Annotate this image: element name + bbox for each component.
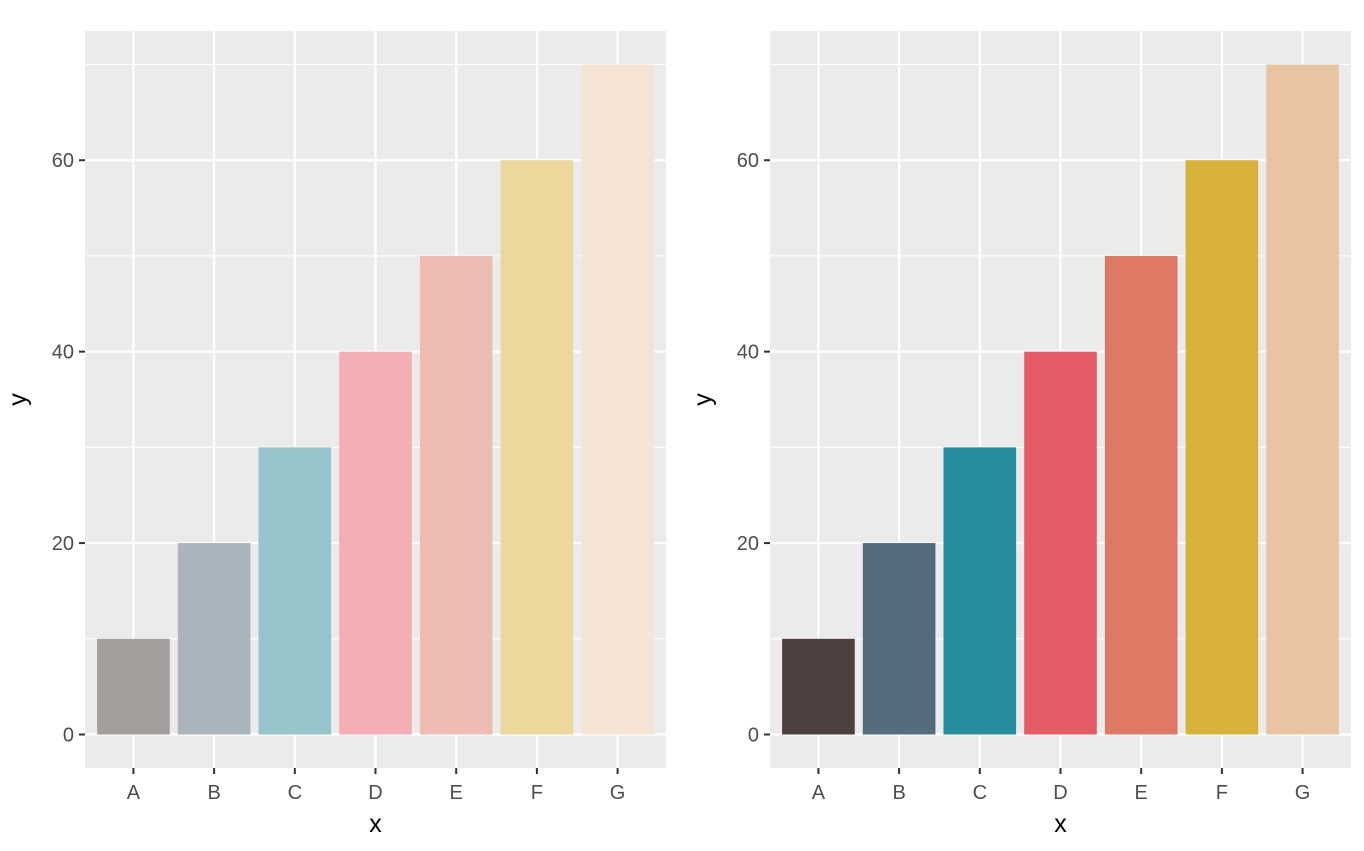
- x-tick-label: D: [1053, 782, 1067, 804]
- bar-c: [258, 447, 332, 735]
- x-tick-label: A: [812, 782, 826, 804]
- y-tick-label: 40: [737, 342, 759, 364]
- x-tick-label: A: [127, 782, 141, 804]
- x-tick-label: E: [450, 782, 463, 804]
- x-tick-label: B: [207, 782, 220, 804]
- bar-b: [177, 543, 251, 735]
- x-tick-label: G: [1295, 782, 1311, 804]
- bar-d: [339, 351, 412, 735]
- x-axis-title: x: [369, 810, 382, 838]
- bar-e: [419, 255, 493, 735]
- bar-g: [1266, 64, 1339, 735]
- x-tick-label: C: [288, 782, 302, 804]
- bar-b: [862, 543, 936, 735]
- y-axis-title: y: [4, 393, 32, 406]
- chart-panel-2: 0 20 40 60 A B C D E F Gx y: [689, 31, 1351, 838]
- y-tick-label: 60: [52, 150, 74, 172]
- bar-f: [500, 160, 574, 735]
- bar-g: [581, 64, 654, 735]
- x-tick-label: F: [531, 782, 543, 804]
- chart-panel-1: 0 20 40 60 A B C D E F Gx y: [4, 31, 666, 838]
- bar-f: [1185, 160, 1259, 735]
- y-axis-title: y: [689, 393, 717, 406]
- y-tick-label: 20: [52, 533, 74, 555]
- bar-a: [97, 638, 170, 735]
- y-tick-label: 0: [748, 725, 759, 747]
- x-tick-label: D: [368, 782, 382, 804]
- y-tick-label: 40: [52, 342, 74, 364]
- y-tick-label: 20: [737, 533, 759, 555]
- x-tick-label: F: [1216, 782, 1228, 804]
- x-tick-label: B: [892, 782, 905, 804]
- bar-a: [782, 638, 855, 735]
- x-tick-label: G: [610, 782, 626, 804]
- y-tick-label: 60: [737, 150, 759, 172]
- x-tick-label: C: [973, 782, 987, 804]
- bar-e: [1104, 255, 1178, 735]
- y-tick-label: 0: [63, 725, 74, 747]
- x-tick-label: E: [1135, 782, 1148, 804]
- x-axis-title: x: [1054, 810, 1067, 838]
- bar-d: [1024, 351, 1097, 735]
- bar-c: [943, 447, 1017, 735]
